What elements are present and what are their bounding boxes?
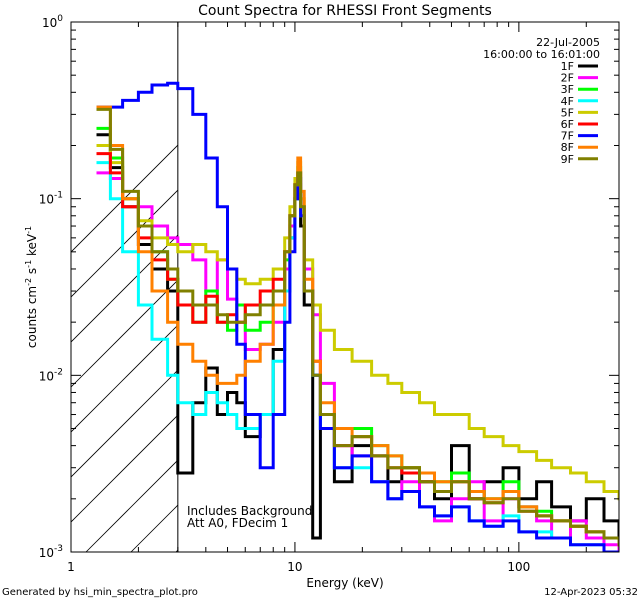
legend-label-7F: 7F	[561, 130, 574, 143]
legend-label-5F: 5F	[561, 106, 574, 119]
legend-label-9F: 9F	[561, 153, 574, 166]
legend-label-3F: 3F	[561, 83, 574, 96]
series-line-1F	[96, 133, 619, 547]
series-line-8F	[96, 105, 619, 547]
y-tick-label: 100	[42, 14, 63, 30]
legend-label-1F: 1F	[561, 60, 574, 73]
y-axis-label: counts cm-2 s-1 keV-1	[24, 226, 39, 348]
hatch-line	[85, 459, 178, 552]
attenuator-hatch-region	[71, 144, 178, 552]
chart-title: Count Spectra for RHESSI Front Segments	[198, 3, 492, 19]
x-tick-label: 10	[287, 560, 302, 574]
legend-label-6F: 6F	[561, 118, 574, 131]
hatch-line	[71, 189, 178, 298]
legend-label-8F: 8F	[561, 141, 574, 154]
x-tick-label: 100	[507, 560, 530, 574]
attenuator-annotation: Att A0, FDecim 1	[187, 516, 288, 530]
time-range-label: 16:00:00 to 16:01:00	[483, 48, 600, 61]
background-annotation: Includes Background	[187, 504, 312, 518]
hatch-line	[71, 414, 178, 523]
y-tick-label: 10-3	[39, 544, 63, 560]
axis-tick-labels: 1 10 100 10-3 10-2 10-1 100	[39, 14, 531, 574]
hatch-line	[71, 234, 178, 343]
series-line-6F	[96, 152, 619, 547]
plot-frame	[70, 21, 620, 553]
axis-ticks	[70, 21, 619, 553]
series-line-4F	[96, 161, 619, 552]
legend-label-2F: 2F	[561, 72, 574, 85]
series-line-9F	[96, 107, 619, 547]
x-axis-label: Energy (keV)	[306, 576, 383, 590]
date-label: 22-Jul-2005	[536, 36, 600, 49]
hatch-line	[71, 279, 178, 388]
y-tick-label: 10-1	[39, 191, 63, 207]
hatch-line	[71, 369, 178, 478]
footer-generated-by: Generated by hsi_min_spectra_plot.pro	[2, 587, 198, 598]
legend-label-4F: 4F	[561, 95, 574, 108]
y-tick-label: 10-2	[39, 367, 63, 383]
x-tick-label: 1	[67, 560, 75, 574]
footer-timestamp: 12-Apr-2023 05:32	[544, 587, 638, 598]
series-group	[96, 81, 619, 552]
